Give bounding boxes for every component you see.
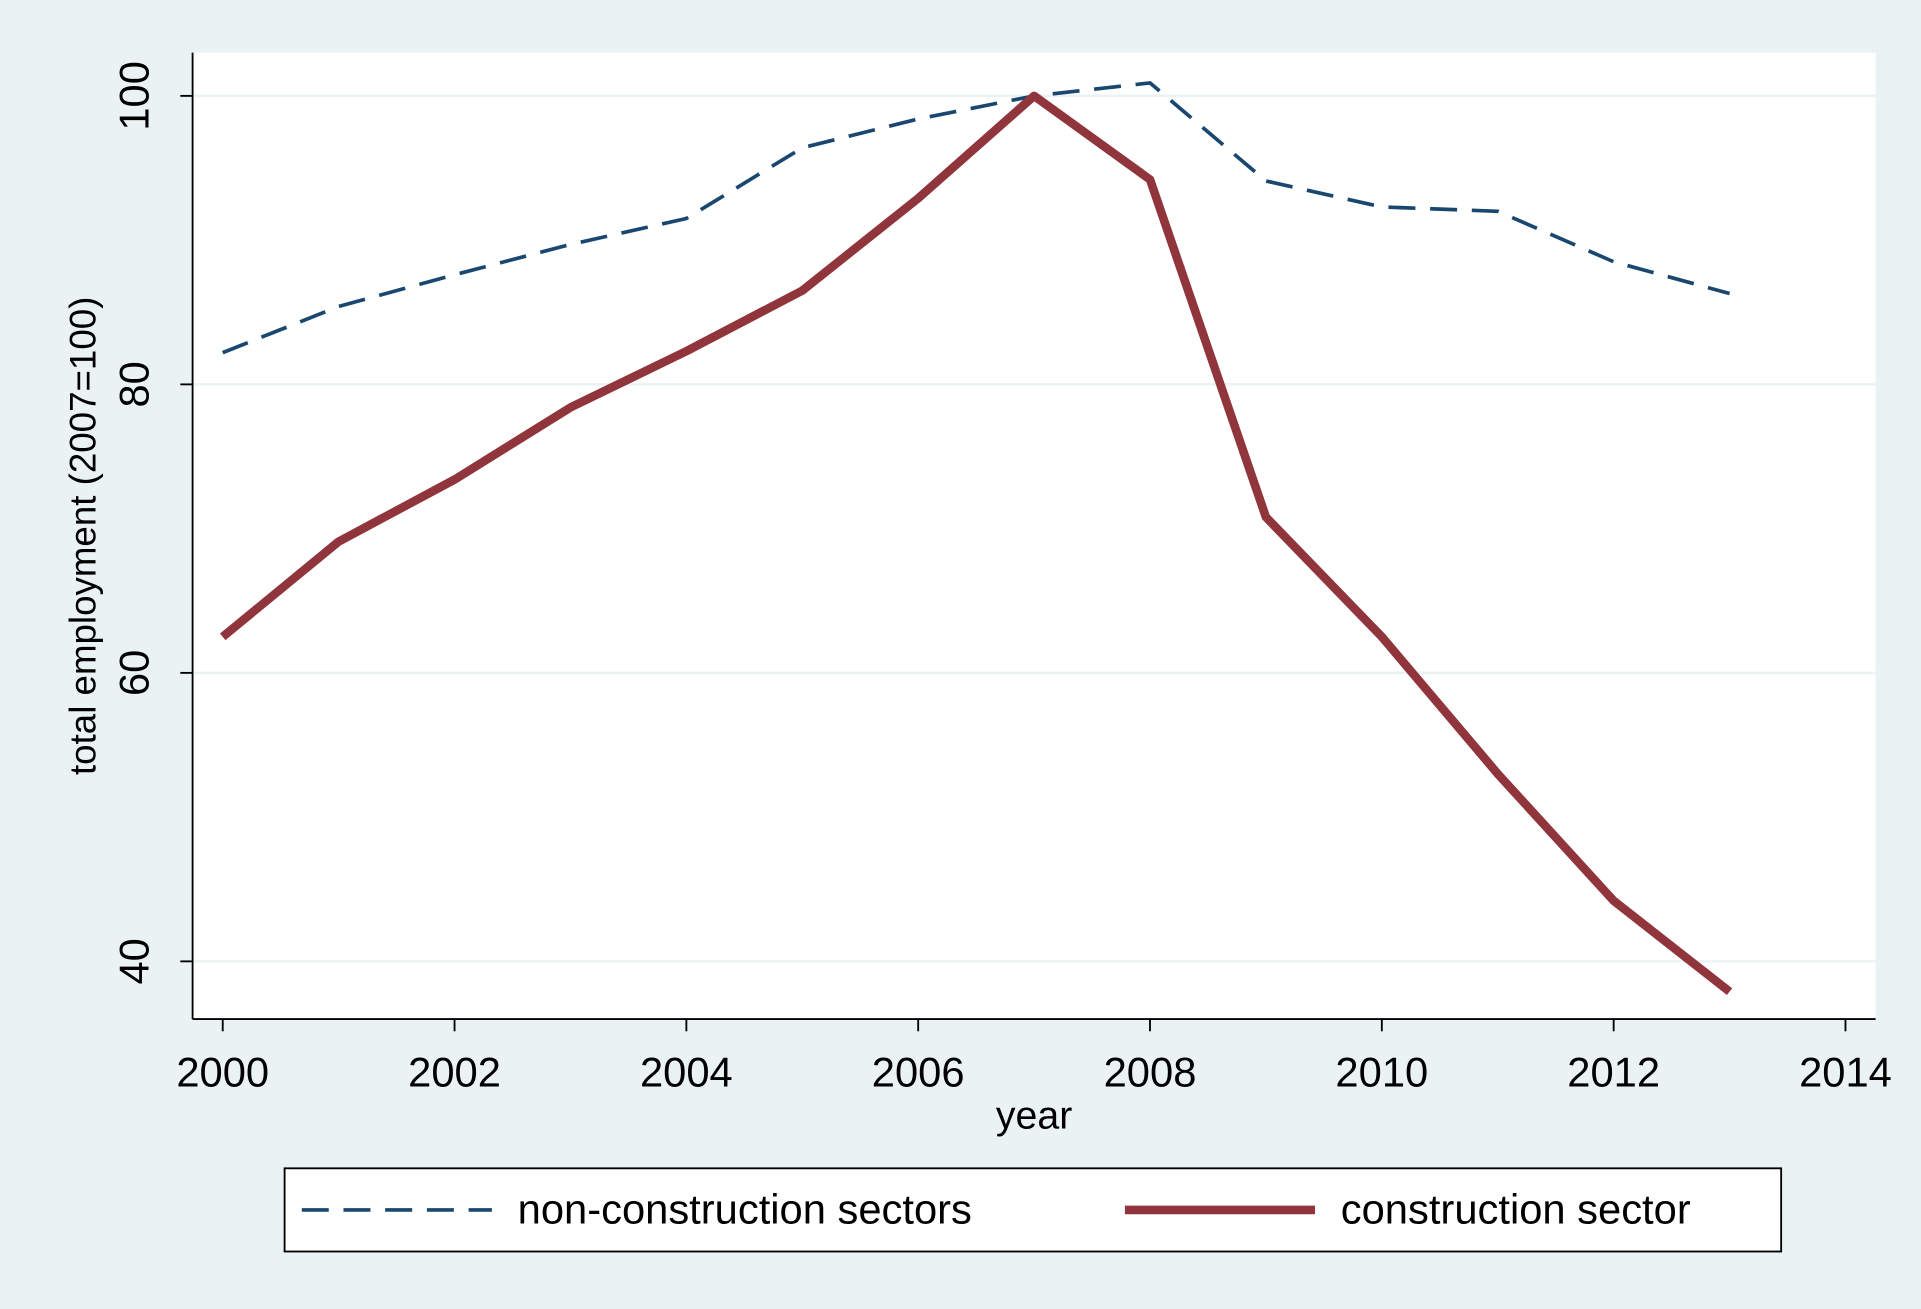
x-tick-label: 2012	[1567, 1048, 1660, 1095]
legend-label: construction sector	[1341, 1185, 1691, 1232]
series-line	[219, 91, 1733, 996]
y-tick-label: 100	[110, 61, 157, 130]
x-tick-label: 2002	[408, 1048, 501, 1095]
x-tick-label: 2006	[872, 1048, 965, 1095]
y-tick-label: 80	[110, 361, 157, 407]
series-line	[222, 81, 1731, 355]
x-tick-label: 2000	[176, 1048, 269, 1095]
y-tick-label: 60	[110, 650, 157, 696]
x-axis-title: year	[996, 1095, 1072, 1138]
y-axis-title: total employment (2007=100)	[63, 297, 104, 775]
x-tick-label: 2008	[1104, 1048, 1197, 1095]
x-tick-label: 2010	[1335, 1048, 1428, 1095]
x-tick-label: 2014	[1799, 1048, 1892, 1095]
y-tick-label: 40	[110, 938, 157, 984]
legend	[283, 1167, 1783, 1253]
legend-label: non-construction sectors	[518, 1185, 972, 1232]
plot-area	[192, 52, 1876, 1020]
x-tick-label: 2004	[640, 1048, 733, 1095]
